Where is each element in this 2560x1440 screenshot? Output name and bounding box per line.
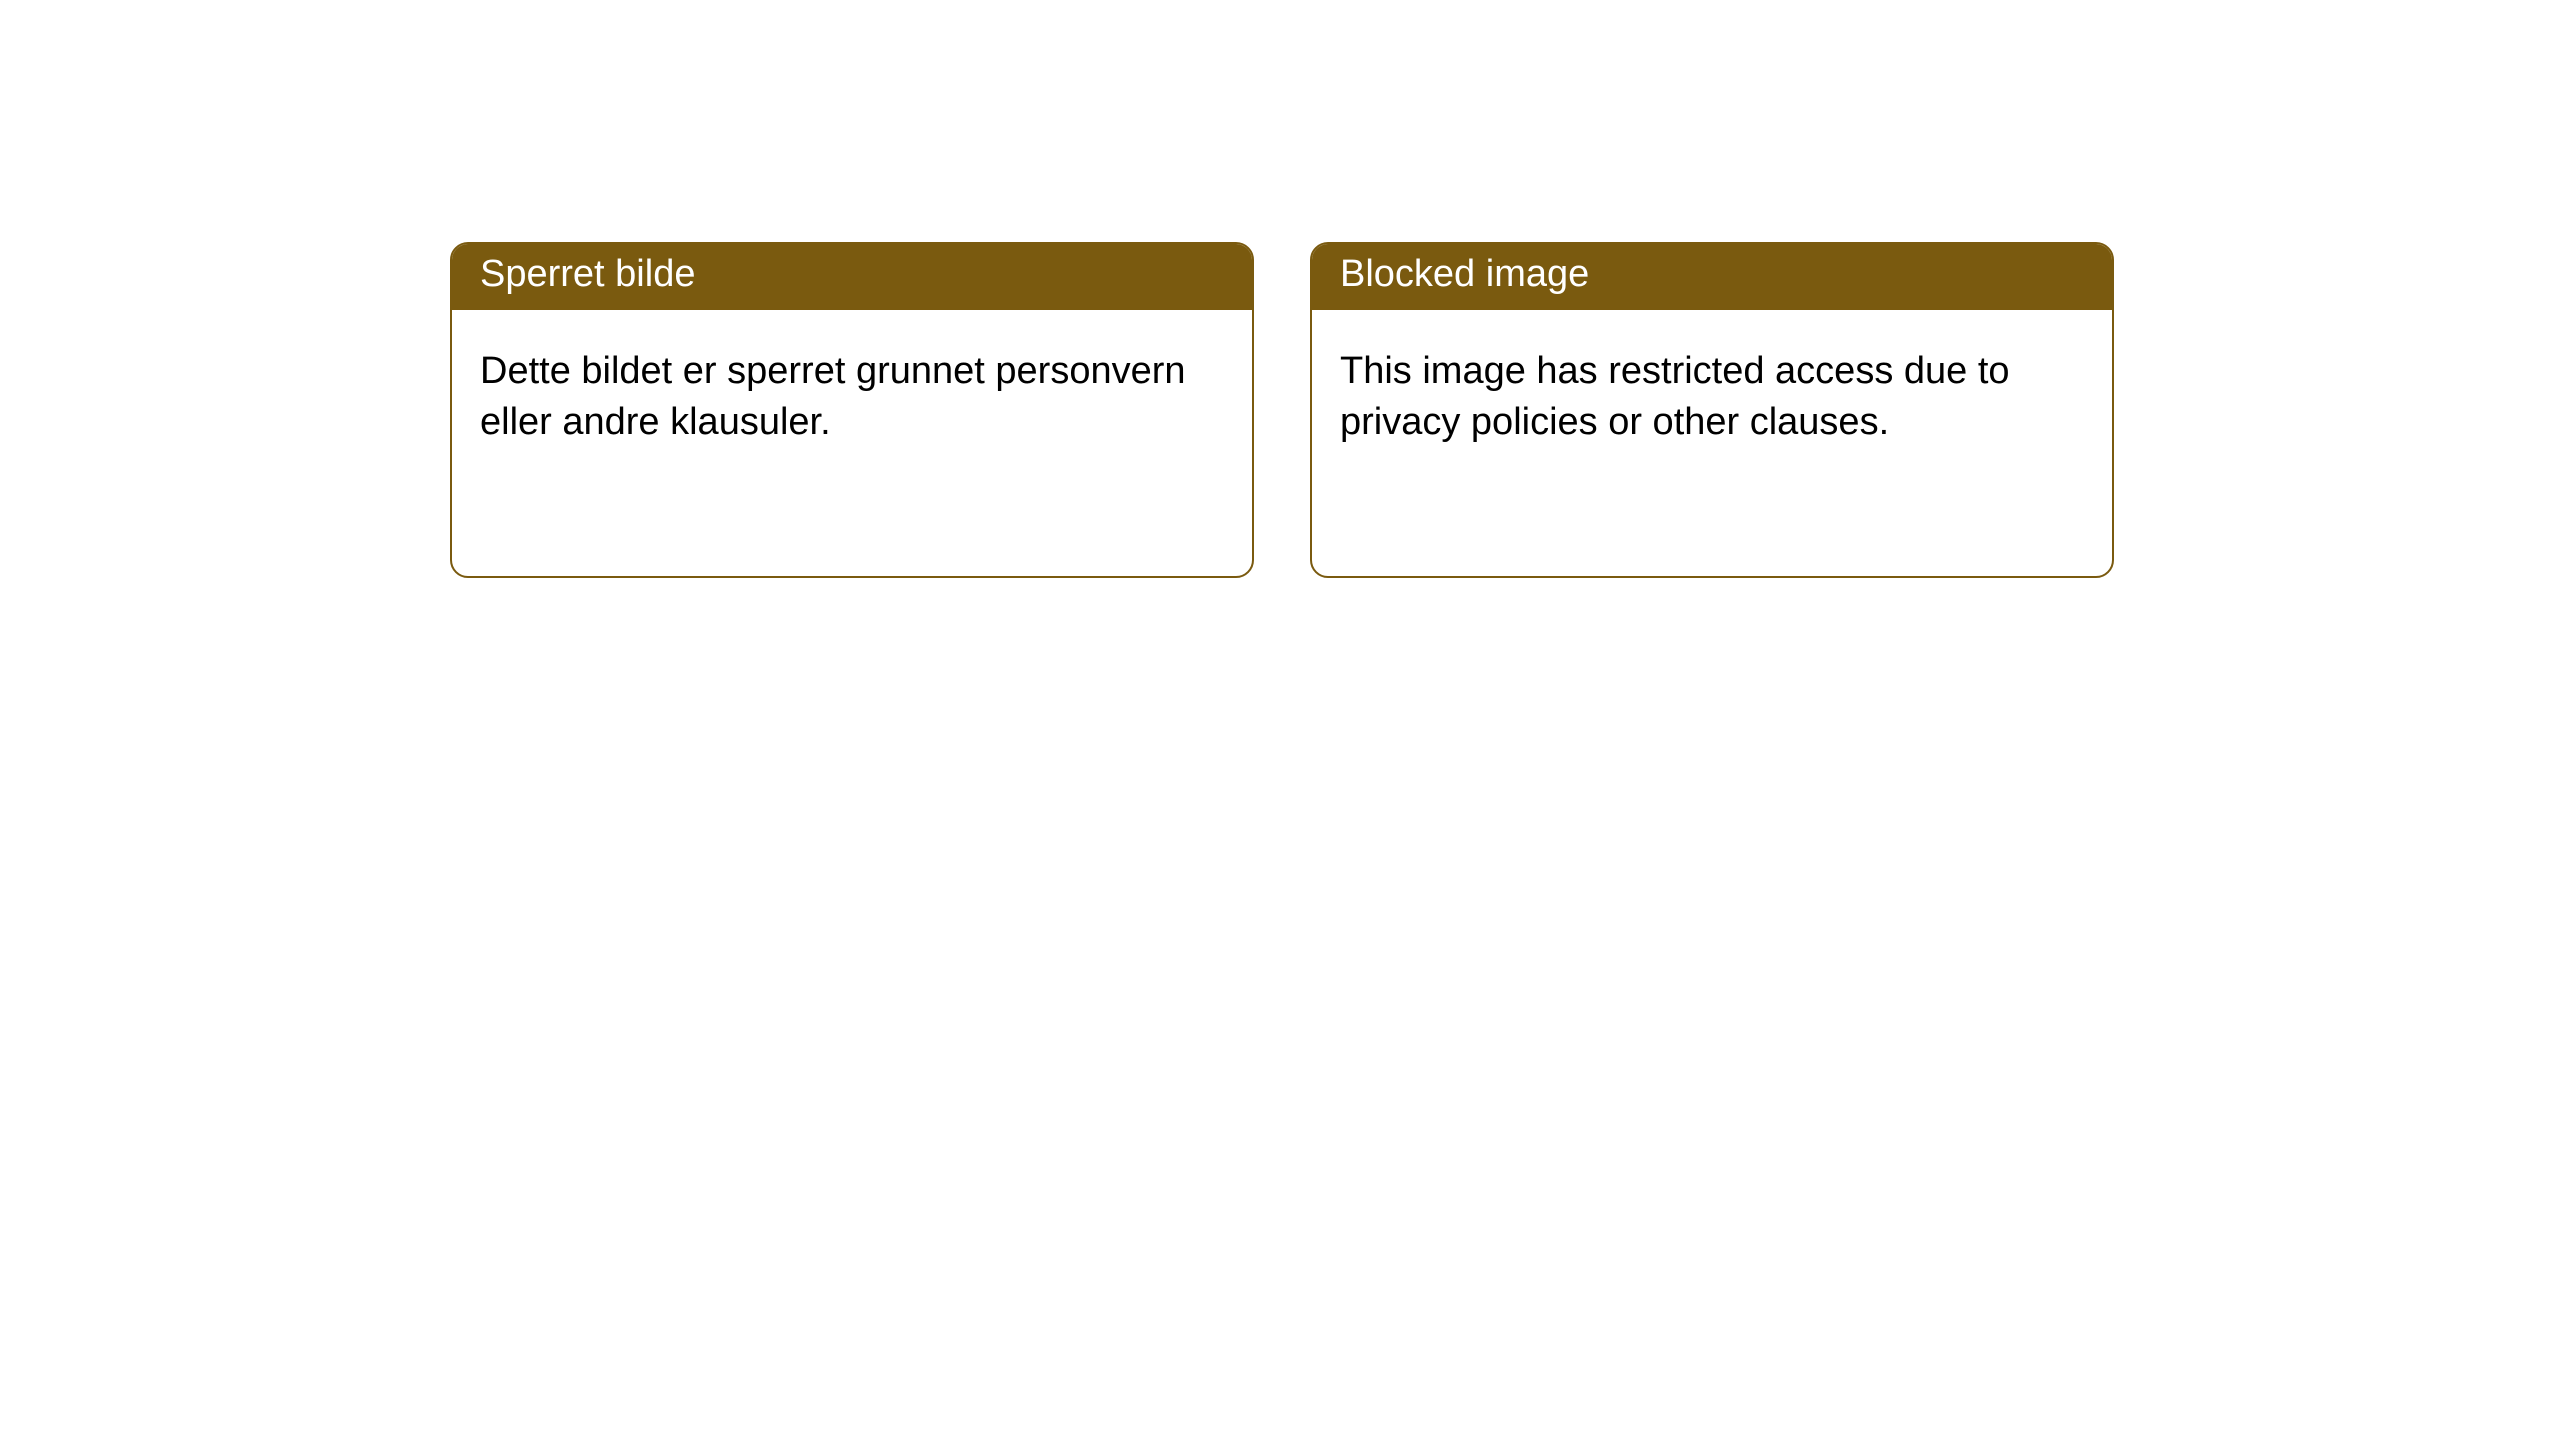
notice-container: Sperret bilde Dette bildet er sperret gr…: [0, 0, 2560, 578]
notice-title: Blocked image: [1312, 244, 2112, 310]
notice-body: This image has restricted access due to …: [1312, 310, 2112, 469]
notice-card-norwegian: Sperret bilde Dette bildet er sperret gr…: [450, 242, 1254, 578]
notice-card-english: Blocked image This image has restricted …: [1310, 242, 2114, 578]
notice-title: Sperret bilde: [452, 244, 1252, 310]
notice-body: Dette bildet er sperret grunnet personve…: [452, 310, 1252, 469]
